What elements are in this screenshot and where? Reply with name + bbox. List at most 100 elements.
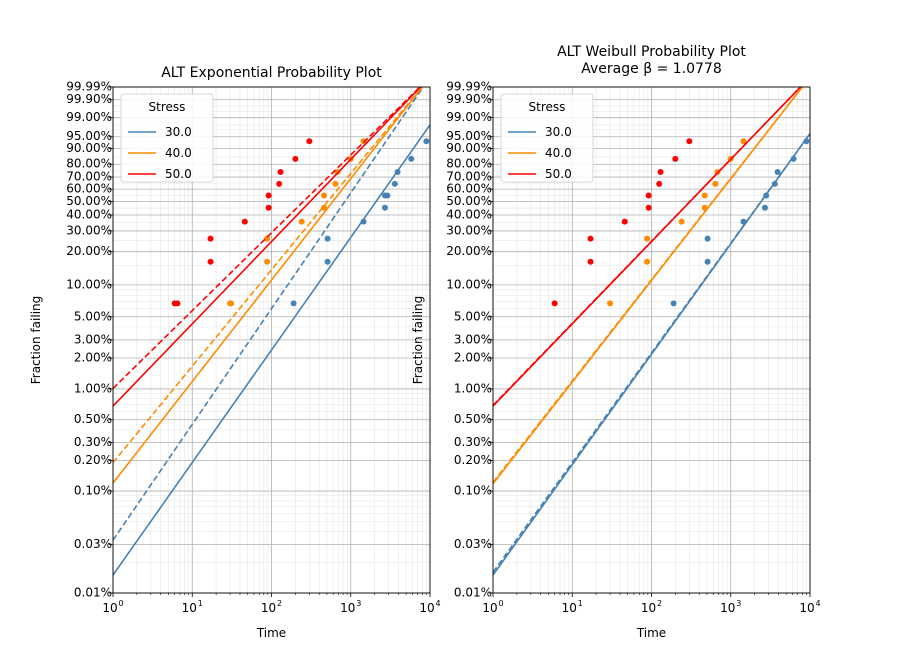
data-point-40.0	[332, 180, 339, 187]
data-point-40.0	[264, 258, 271, 265]
data-layer	[113, 87, 430, 576]
y-tick-label: 70.00%	[66, 170, 112, 184]
data-point-30.0	[771, 180, 778, 187]
y-axis-label: Fraction failing	[411, 296, 425, 385]
chart-title: ALT Exponential Probability Plot	[161, 65, 382, 81]
y-tick-label: 80.00%	[66, 157, 112, 171]
x-axis-label: Time	[636, 626, 666, 640]
data-point-30.0	[704, 258, 711, 265]
data-point-50.0	[551, 300, 558, 307]
legend-entry-label: 50.0	[165, 167, 192, 181]
y-tick-label: 5.00%	[454, 309, 492, 323]
exponential-plot-panel: 10 0 10 1 10 2 10 3 10 40.01%0.03%0.10%0.20%0.30%…	[29, 65, 441, 640]
y-tick-label: 0.10%	[74, 484, 112, 498]
data-point-50.0	[587, 235, 594, 242]
data-layer	[493, 87, 810, 576]
y-tick-label: 40.00%	[446, 208, 492, 222]
fit-line-solid-40.0	[113, 87, 424, 484]
x-tick-exponent: 0	[118, 599, 123, 608]
x-tick-label: 10	[562, 601, 577, 615]
fit-line-solid-50.0	[493, 87, 802, 407]
y-tick-label: 50.00%	[446, 194, 492, 208]
legend: Stress 30.0 40.0 50.0	[120, 93, 214, 183]
x-tick-label: 10	[482, 601, 497, 615]
data-point-50.0	[621, 218, 628, 225]
x-tick-exponent: 3	[736, 599, 741, 608]
data-point-30.0	[704, 235, 711, 242]
y-tick-label: 99.99%	[66, 80, 112, 94]
data-point-40.0	[678, 218, 685, 225]
data-point-50.0	[587, 258, 594, 265]
y-tick-label: 30.00%	[66, 223, 112, 237]
x-tick-label: 10	[641, 601, 656, 615]
y-tick-label: 99.00%	[446, 110, 492, 124]
y-tick-label: 2.00%	[74, 351, 112, 365]
y-axis-label: Fraction failing	[29, 296, 43, 385]
y-tick-label: 99.90%	[66, 92, 112, 106]
data-point-40.0	[264, 235, 271, 242]
data-point-40.0	[360, 138, 367, 145]
data-point-40.0	[740, 138, 747, 145]
data-point-50.0	[657, 168, 664, 175]
legend-title: Stress	[529, 100, 566, 114]
y-tick-label: 50.00%	[66, 194, 112, 208]
data-point-30.0	[790, 155, 797, 162]
y-tick-label: 0.30%	[454, 435, 492, 449]
chart-subtitle: Average β = 1.0778	[581, 61, 722, 77]
data-point-50.0	[686, 138, 693, 145]
y-tick-label: 0.01%	[74, 586, 112, 600]
x-tick-label: 10	[102, 601, 117, 615]
fit-line-dashed-30.0	[113, 87, 425, 541]
y-tick-label: 0.10%	[454, 484, 492, 498]
data-point-50.0	[656, 180, 663, 187]
x-tick-exponent: 0	[498, 599, 503, 608]
legend-title: Stress	[149, 100, 186, 114]
x-axis-label: Time	[256, 626, 286, 640]
y-tick-label: 20.00%	[66, 244, 112, 258]
y-tick-label: 3.00%	[454, 332, 492, 346]
x-tick-exponent: 2	[657, 599, 662, 608]
data-point-50.0	[645, 192, 652, 199]
data-point-30.0	[670, 300, 677, 307]
data-point-50.0	[265, 204, 272, 211]
x-tick-label: 10	[340, 601, 355, 615]
data-point-30.0	[740, 218, 747, 225]
y-tick-label: 1.00%	[454, 381, 492, 395]
x-tick-label: 10	[419, 601, 434, 615]
data-point-40.0	[701, 204, 708, 211]
y-tick-label: 60.00%	[446, 182, 492, 196]
y-tick-label: 0.03%	[454, 537, 492, 551]
data-point-50.0	[265, 192, 272, 199]
data-point-30.0	[394, 168, 401, 175]
y-tick-label: 90.00%	[66, 141, 112, 155]
y-tick-label: 20.00%	[446, 244, 492, 258]
y-tick-label: 80.00%	[446, 157, 492, 171]
data-point-30.0	[360, 218, 367, 225]
x-tick-exponent: 4	[815, 599, 820, 608]
legend-entry-label: 50.0	[545, 167, 572, 181]
y-tick-label: 60.00%	[66, 182, 112, 196]
y-tick-label: 40.00%	[66, 208, 112, 222]
data-point-40.0	[228, 300, 235, 307]
data-point-30.0	[774, 168, 781, 175]
data-point-50.0	[174, 300, 181, 307]
data-point-50.0	[276, 180, 283, 187]
fit-line-solid-30.0	[113, 124, 430, 576]
data-point-40.0	[298, 218, 305, 225]
data-point-50.0	[672, 155, 679, 162]
data-point-40.0	[701, 192, 708, 199]
y-tick-label: 95.00%	[66, 129, 112, 143]
data-point-50.0	[292, 155, 299, 162]
x-tick-exponent: 1	[198, 599, 203, 608]
legend: Stress 30.0 40.0 50.0	[500, 93, 594, 183]
data-point-30.0	[384, 192, 391, 199]
data-point-30.0	[391, 180, 398, 187]
fit-line-solid-30.0	[493, 133, 810, 576]
data-point-30.0	[763, 192, 770, 199]
y-tick-label: 3.00%	[74, 332, 112, 346]
data-point-40.0	[712, 180, 719, 187]
y-tick-label: 10.00%	[446, 277, 492, 291]
data-point-50.0	[241, 218, 248, 225]
y-tick-label: 95.00%	[446, 129, 492, 143]
